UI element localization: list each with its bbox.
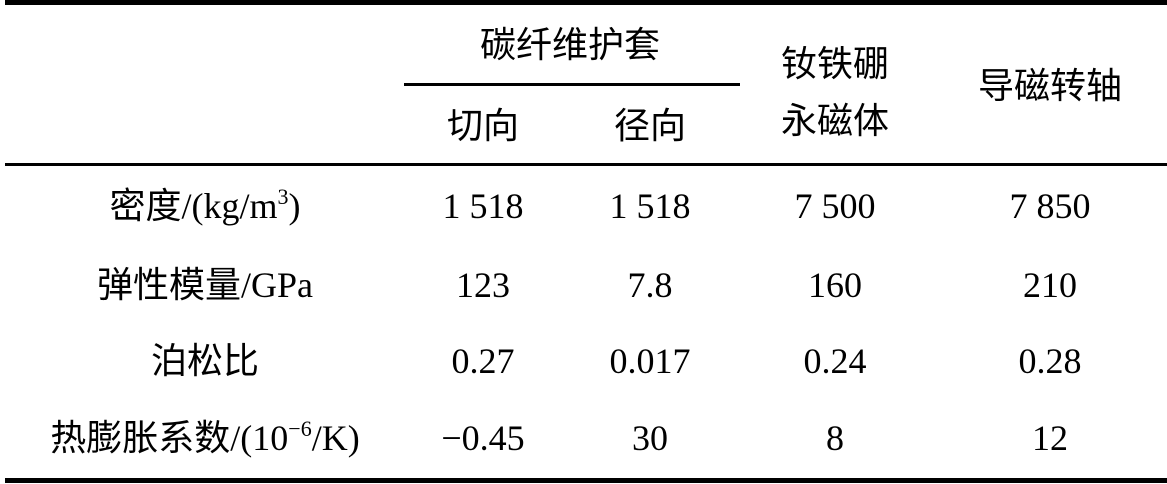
table-cell: 0.24	[803, 341, 867, 381]
header-shaft: 导磁转轴	[977, 66, 1123, 106]
top-rule	[5, 0, 1167, 5]
row-label-sup: −6	[288, 416, 312, 441]
table-cell: 7.8	[627, 265, 673, 305]
header-group: 碳纤维护套	[479, 25, 661, 65]
row-label-tail: /K)	[311, 418, 360, 458]
table-cell: 7 500	[794, 186, 876, 226]
table-cell: 160	[808, 265, 862, 305]
table-cell: 0.017	[609, 341, 691, 381]
table-cell: −0.45	[441, 418, 525, 458]
table-cell: 210	[1023, 265, 1077, 305]
row-label: 密度/(kg/m3)	[109, 184, 301, 227]
row-label-sup: 3	[277, 184, 289, 209]
row-label-text: 泊松比	[150, 341, 260, 381]
header-radial: 径向	[613, 106, 687, 146]
table-cell: 0.27	[451, 341, 515, 381]
table-cell: 7 850	[1009, 186, 1091, 226]
row-label: 热膨胀系数/(10−6/K)	[50, 416, 360, 459]
header-ndfeb-line2: 永磁体	[780, 101, 890, 141]
row-label-text: 弹性模量/GPa	[96, 265, 314, 305]
row-label-tail: )	[288, 186, 301, 226]
row-label: 弹性模量/GPa	[97, 265, 313, 305]
table-cell: 12	[1032, 418, 1068, 458]
header-tangential: 切向	[446, 106, 520, 146]
table-cell: 8	[826, 418, 844, 458]
table-cell: 1 518	[609, 186, 691, 226]
table-cell: 123	[456, 265, 510, 305]
table-cell: 30	[632, 418, 668, 458]
row-label-text: 热膨胀系数/(10	[50, 418, 289, 458]
table-cell: 1 518	[442, 186, 524, 226]
header-ndfeb-line1: 钕铁硼	[780, 44, 890, 84]
mid-rule	[5, 163, 1167, 166]
row-label-text: 密度/(kg/m	[109, 186, 278, 226]
table-cell: 0.28	[1018, 341, 1082, 381]
group-rule	[404, 83, 740, 86]
row-label: 泊松比	[151, 341, 259, 381]
bottom-rule	[5, 478, 1167, 483]
